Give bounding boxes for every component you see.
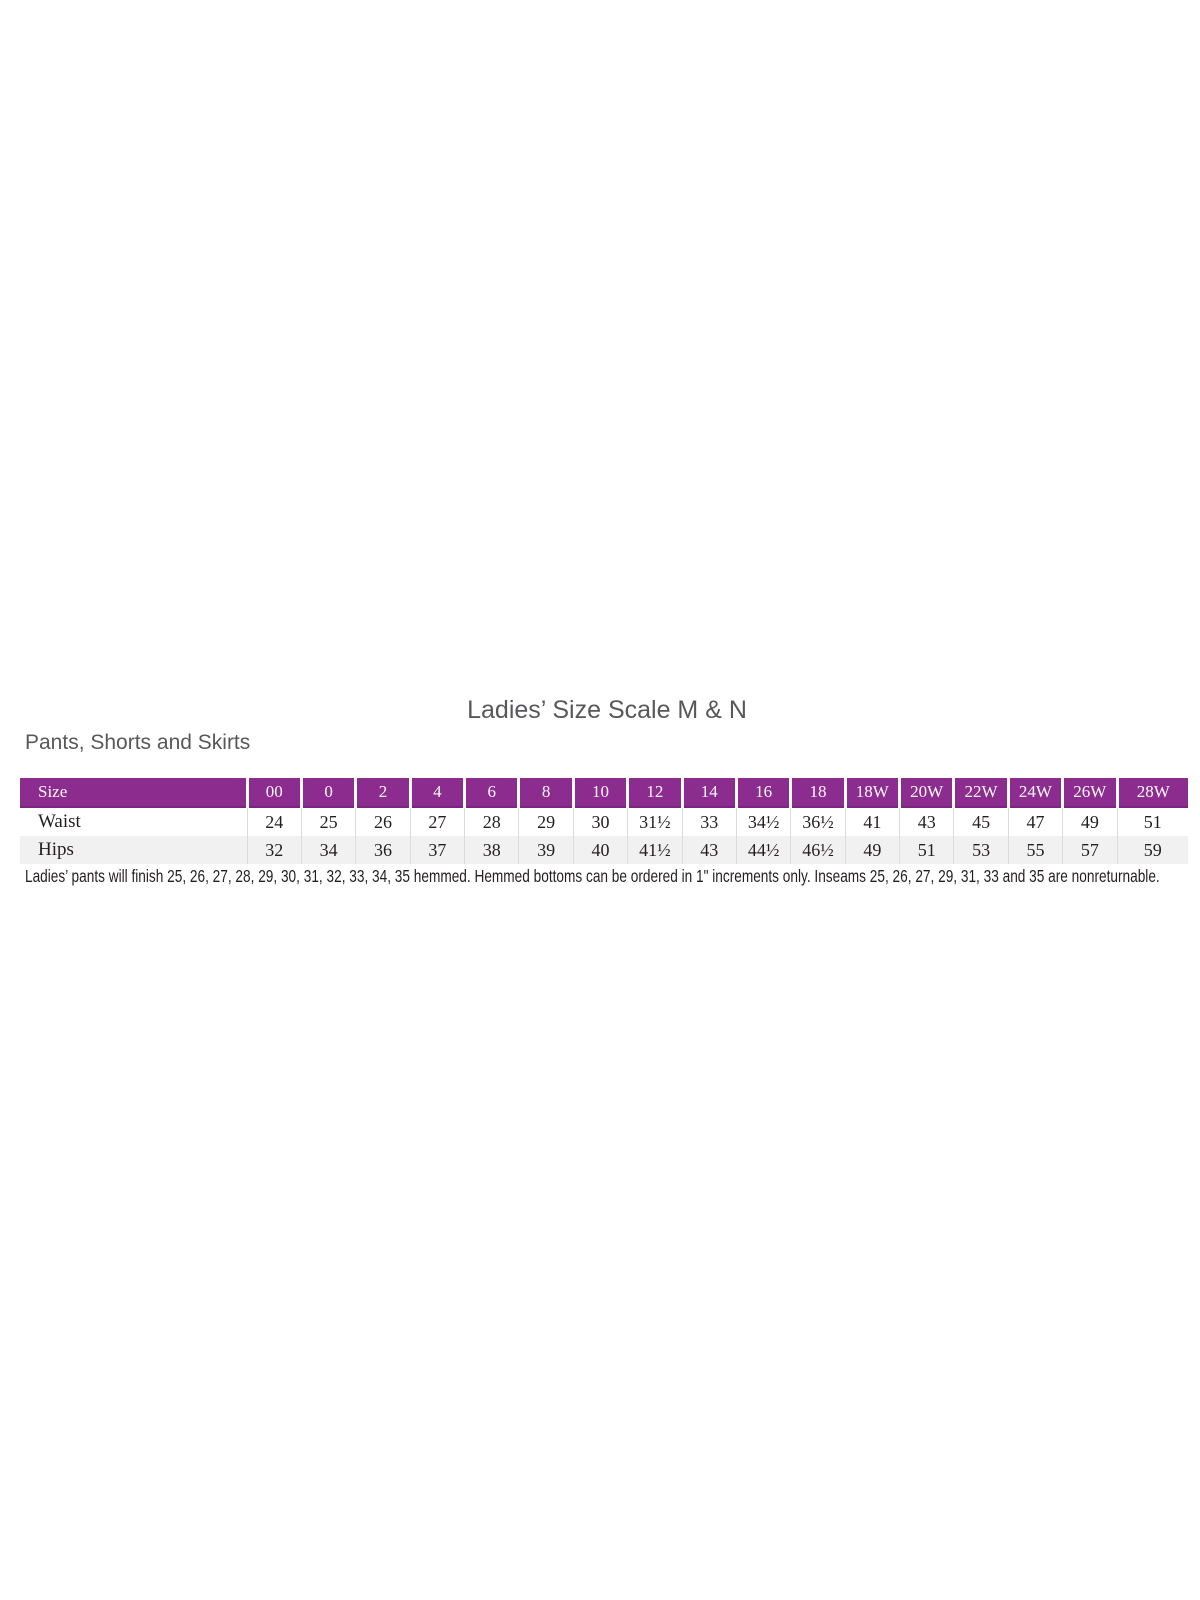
size-table-body: Waist 24 25 26 27 28 29 30 31½ 33 34½ 36½ 41 43 45 47 49… (20, 807, 1188, 864)
measurement-cell: 38 (463, 836, 519, 864)
measurement-cell: 26 (355, 807, 411, 836)
measurement-cell: 36½ (790, 807, 846, 836)
measurement-cell: 34½ (735, 807, 791, 836)
measurement-cell: 51 (898, 836, 954, 864)
header-cell-size-8: 8 (517, 778, 574, 808)
header-cell-size-28W: 28W (1115, 778, 1188, 808)
header-cell-size-00: 00 (245, 778, 302, 808)
header-cell-size-18W: 18W (843, 778, 900, 808)
measurement-cell: 29 (518, 807, 574, 836)
measurement-cell: 46½ (790, 836, 846, 864)
measurement-cell: 27 (409, 807, 465, 836)
measurement-cell: 49 (1062, 807, 1117, 836)
measurement-cell: 51 (1116, 807, 1188, 836)
measurement-cell: 30 (572, 807, 628, 836)
header-cell-size-12: 12 (626, 778, 682, 808)
measurement-cell: 45 (953, 807, 1009, 836)
measurement-cell: 31½ (627, 807, 682, 836)
measurement-cell: 34 (300, 836, 356, 864)
table-row-hips: Hips 32 34 36 37 38 39 40 41½ 43 44½ 46½ 49 51 53 55 57 5… (20, 836, 1188, 864)
measurement-cell: 43 (898, 807, 954, 836)
measurement-cell: 41 (844, 807, 900, 836)
measurement-cell: 59 (1116, 836, 1188, 864)
measurement-cell: 40 (572, 836, 628, 864)
hemming-note: Ladies’ pants will finish 25, 26, 27, 28… (25, 866, 1160, 886)
header-cell-size-18: 18 (789, 778, 846, 808)
header-cell-size-0: 0 (299, 778, 356, 808)
header-cell-size-label: Size (20, 778, 247, 808)
measurement-cell: 47 (1007, 807, 1063, 836)
measurement-cell: 43 (681, 836, 737, 864)
header-cell-size-26W: 26W (1061, 778, 1117, 808)
measurement-cell: 44½ (735, 836, 791, 864)
measurement-cell: 49 (844, 836, 900, 864)
row-label: Hips (38, 839, 74, 860)
measurement-cell: 53 (953, 836, 1009, 864)
measurement-cell: 36 (355, 836, 411, 864)
measurement-cell: 55 (1007, 836, 1063, 864)
measurement-cell: 25 (300, 807, 356, 836)
measurement-cell: 41½ (627, 836, 682, 864)
header-cell-size-20W: 20W (897, 778, 954, 808)
measurement-cell: 33 (681, 807, 737, 836)
measurement-cell: 37 (409, 836, 465, 864)
measurement-cell: 39 (518, 836, 574, 864)
row-label: Waist (38, 811, 81, 832)
section-subtitle: Pants, Shorts and Skirts (25, 731, 251, 754)
page-title: Ladies’ Size Scale M & N (467, 696, 747, 724)
header-cell-size-6: 6 (462, 778, 519, 808)
header-cell-size-22W: 22W (952, 778, 1009, 808)
size-table: Size 00 0 2 4 6 8 10 12 14 16 18 18W 20W 22W 24W 26W 28W … (20, 778, 1188, 864)
measurement-cell: 57 (1062, 836, 1117, 864)
table-row-waist: Waist 24 25 26 27 28 29 30 31½ 33 34½ 36½ 41 43 45 47 49… (20, 807, 1188, 836)
header-cell-size-4: 4 (408, 778, 465, 808)
measurement-cell: 24 (246, 807, 302, 836)
header-cell-size-2: 2 (354, 778, 411, 808)
measurement-cell: 32 (246, 836, 302, 864)
header-cell-size-10: 10 (571, 778, 628, 808)
size-table-header-row: Size 00 0 2 4 6 8 10 12 14 16 18 18W 20W 22W 24W 26W 28W (20, 778, 1188, 808)
header-cell-size-24W: 24W (1006, 778, 1063, 808)
measurement-cell: 28 (463, 807, 519, 836)
header-cell-size-16: 16 (734, 778, 791, 808)
header-cell-size-14: 14 (680, 778, 737, 808)
